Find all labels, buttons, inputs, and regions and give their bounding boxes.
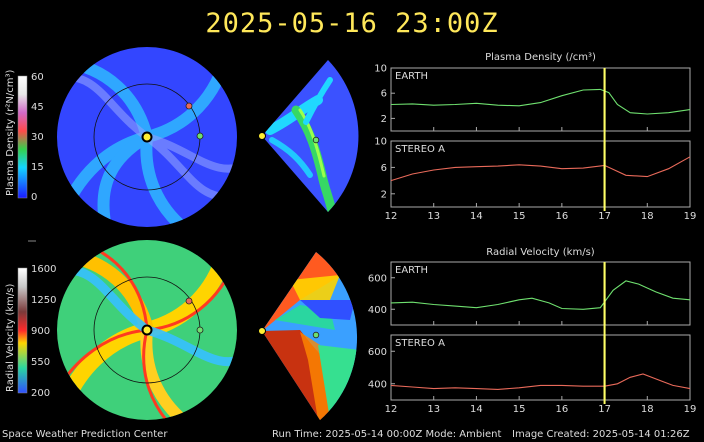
x-tick-label: 13 [427,404,440,415]
sun-marker [141,324,153,336]
density-ecliptic-disk [57,47,237,227]
page-title: 2025-05-16 23:00Z [205,8,499,39]
velocity-tick-label: 1250 [31,295,56,306]
chart-title: Plasma Density (/cm³) [485,52,596,63]
y-tick-label: 600 [368,347,387,358]
x-tick-label: 16 [555,211,568,222]
panel-label: STEREO A [395,144,445,155]
density-meridional-wedge [258,60,359,212]
y-tick-label: 10 [374,64,387,75]
stereo-a-marker [185,102,193,110]
density-colorbar: 60 45 30 15 0 Plasma Density (r²N/cm³) [5,69,44,203]
velocity-tick-label: 900 [31,326,50,337]
x-tick-label: 14 [470,404,483,415]
y-tick-label: 2 [381,189,387,200]
solar-wind-model-views: 60 45 30 15 0 Plasma Density (r²N/cm³) 1… [5,47,359,420]
density-tick-label: 15 [31,162,44,173]
y-tick-label: 600 [368,273,387,284]
series-line [390,88,691,115]
footer-organization: Space Weather Prediction Center [2,429,168,440]
density-tick-label: 45 [31,102,44,113]
velocity-tick-label: 550 [31,357,50,368]
velocity-tick-label: 1600 [31,264,56,275]
x-tick-label: 17 [598,404,611,415]
y-tick-label: 2 [381,114,387,125]
density-tick-label: 0 [31,192,37,203]
time-series-charts: Plasma Density (/cm³) EARTH 2 6 10 STEREO A 2 6… [368,52,697,415]
velocity-scale-label: Radial Velocity (km/s) [5,284,16,392]
series-line [390,280,691,310]
series-line [390,373,691,390]
sun-marker [258,132,266,140]
y-tick-label: 400 [368,305,387,316]
earth-marker [312,331,320,339]
x-tick-label: 12 [385,404,398,415]
x-tick-label: 19 [684,404,697,415]
panel-label: EARTH [395,265,428,276]
y-tick-label: 6 [381,163,387,174]
earth-marker [312,136,320,144]
chart-panel: STEREO A 400 600 12 13 14 15 16 17 18 19 [368,334,697,415]
density-scale-label: Plasma Density (r²N/cm³) [5,69,16,196]
chart-panel: Radial Velocity (km/s) EARTH 400 600 [368,247,691,326]
x-tick-label: 18 [641,211,654,222]
velocity-meridional-wedge [258,252,358,420]
x-tick-label: 15 [513,211,526,222]
x-tick-label: 16 [555,404,568,415]
velocity-tick-label: 200 [31,388,50,399]
sun-marker [258,327,266,335]
plot-frame [390,261,691,326]
x-tick-label: 15 [513,404,526,415]
x-tick-label: 13 [427,211,440,222]
x-tick-label: 14 [470,211,483,222]
sun-marker [141,131,153,143]
earth-marker [196,132,204,140]
x-tick-label: 19 [684,211,697,222]
panel-label: STEREO A [395,338,445,349]
footer-image-created: Image Created: 2025-05-14 01:26Z [512,429,690,440]
chart-panel: STEREO A 2 6 10 12 13 14 15 16 17 18 19 [374,137,696,223]
velocity-colorbar: 1600 1250 900 550 200 Radial Velocity (k… [5,264,56,399]
velocity-ecliptic-disk [57,240,237,420]
density-tick-label: 60 [31,72,44,83]
density-tick-label: 30 [31,132,44,143]
footer-run-time: Run Time: 2025-05-14 00:00Z Mode: Ambien… [272,429,502,440]
y-tick-label: 10 [374,137,387,148]
chart-panel: Plasma Density (/cm³) EARTH 2 6 10 [374,52,691,132]
plot-frame [390,140,691,208]
panel-label: EARTH [395,71,428,82]
earth-marker [196,326,204,334]
plot-frame [390,67,691,132]
x-tick-label: 17 [598,211,611,222]
series-line [390,156,691,182]
y-tick-label: 6 [381,89,387,100]
stereo-a-marker [185,297,193,305]
plot-frame [390,334,691,401]
y-tick-label: 400 [368,379,387,390]
x-tick-label: 18 [641,404,654,415]
x-tick-label: 12 [385,211,398,222]
chart-title: Radial Velocity (km/s) [486,247,594,258]
